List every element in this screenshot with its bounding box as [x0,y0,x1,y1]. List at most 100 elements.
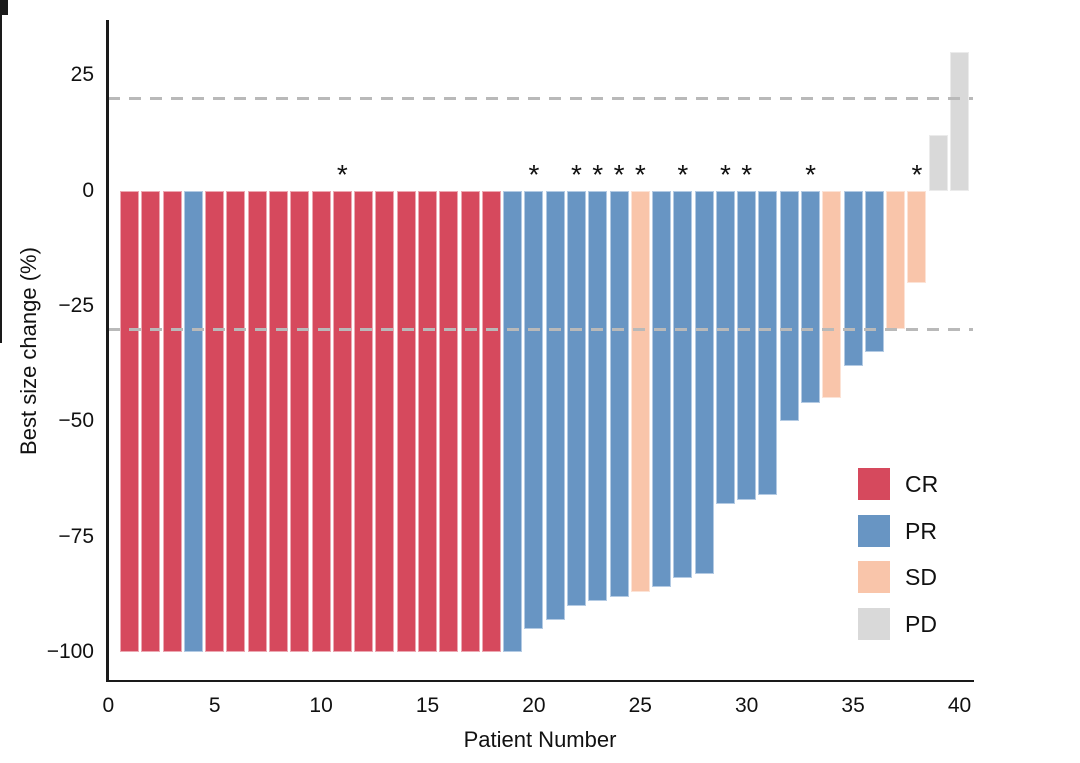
y-tick-label-−50: −50 [58,409,94,433]
y-tick-25 [0,0,8,3]
x-tick-14 [0,127,2,135]
legend-label-SD: SD [905,564,937,590]
x-tick-6 [0,63,2,71]
x-tick-label-35: 35 [841,694,865,717]
x-tick-label-20: 20 [522,694,546,717]
reference-line-minus30 [108,327,973,331]
x-tick-1 [0,23,2,31]
asterisk-patient-25: * [634,159,646,190]
x-tick-38 [0,319,2,327]
bar-patient-20 [524,190,544,629]
bar-patient-25 [630,190,650,593]
y-tick-−25 [0,5,8,8]
asterisk-patient-38: * [911,159,923,190]
bar-patient-11 [332,190,352,652]
x-tick-22 [0,191,2,199]
bar-patient-29 [715,190,735,505]
x-tick-29 [0,247,2,255]
x-tick-37 [0,311,2,319]
x-tick-23 [0,199,2,207]
bar-patient-14 [396,190,416,652]
x-tick-10 [0,95,2,103]
x-tick-36 [0,303,2,311]
x-tick-2 [0,31,2,39]
x-tick-40 [0,335,2,343]
legend-item-PD: PD [858,607,968,640]
y-tick-label-25: 25 [70,63,94,87]
x-tick-label-15: 15 [415,694,440,717]
legend-swatch-PR [858,514,890,547]
x-tick-label-30: 30 [735,694,759,717]
legend-swatch-SD [858,561,890,593]
asterisk-patient-30: * [741,159,753,190]
bar-patient-36 [864,190,884,353]
bar-patient-30 [737,190,757,500]
y-tick-−75 [0,10,8,13]
x-tick-25 [0,215,2,223]
x-tick-label-40: 40 [947,694,972,717]
x-tick-13 [0,119,2,127]
x-tick-24 [0,207,2,215]
x-tick-20 [0,175,2,183]
x-tick-label-5: 5 [208,694,221,717]
bar-patient-35 [843,190,863,366]
x-tick-8 [0,79,2,87]
y-tick-−100 [0,12,8,15]
bar-patient-27 [673,190,693,579]
x-tick-16 [0,143,2,151]
x-tick-15 [0,135,2,143]
x-tick-11 [0,103,2,111]
asterisk-patient-27: * [677,159,689,190]
bar-patient-28 [694,190,714,574]
bar-patient-10 [311,190,331,652]
y-tick-label-−75: −75 [58,524,94,548]
x-tick-3 [0,39,2,47]
x-tick-0 [0,15,2,23]
y-tick-label-−25: −25 [58,294,94,318]
x-tick-27 [0,231,2,239]
y-axis-line [106,20,109,682]
bar-patient-19 [503,190,523,652]
bar-patient-3 [162,190,182,652]
bar-patient-21 [545,190,565,620]
x-tick-9 [0,87,2,95]
x-tick-32 [0,271,2,279]
y-tick-label-0: 0 [82,178,94,202]
asterisk-patient-24: * [613,159,625,190]
bar-patient-34 [822,190,842,399]
bar-patient-32 [779,190,799,422]
x-axis-line [106,679,974,682]
legend-swatch-CR [858,468,890,500]
x-tick-28 [0,239,2,247]
x-tick-21 [0,183,2,191]
asterisk-patient-29: * [719,159,731,190]
asterisk-patient-22: * [571,159,582,190]
x-tick-39 [0,327,2,335]
x-tick-31 [0,263,2,271]
bar-patient-33 [801,190,821,403]
bar-patient-1 [120,190,140,652]
x-tick-7 [0,71,2,79]
legend-item-CR: CR [858,468,968,500]
legend-item-PR: PR [858,514,968,547]
legend-swatch-PD [858,607,890,640]
x-tick-5 [0,55,2,63]
bar-patient-12 [354,190,374,652]
bar-patient-18 [481,190,501,652]
bar-patient-4 [183,190,203,652]
bar-patient-40 [950,52,969,191]
y-tick-0 [0,2,8,5]
bar-patient-26 [652,190,672,588]
bar-patient-23 [588,190,608,602]
bar-patient-15 [418,190,437,652]
legend-label-PD: PD [905,610,937,637]
legend-item-SD: SD [858,561,968,593]
bar-patient-39 [928,135,948,191]
bar-patient-37 [886,190,906,330]
asterisk-patient-20: * [528,159,540,190]
x-tick-35 [0,295,2,303]
x-tick-4 [0,47,2,55]
y-tick-label-−100: −100 [46,640,94,663]
